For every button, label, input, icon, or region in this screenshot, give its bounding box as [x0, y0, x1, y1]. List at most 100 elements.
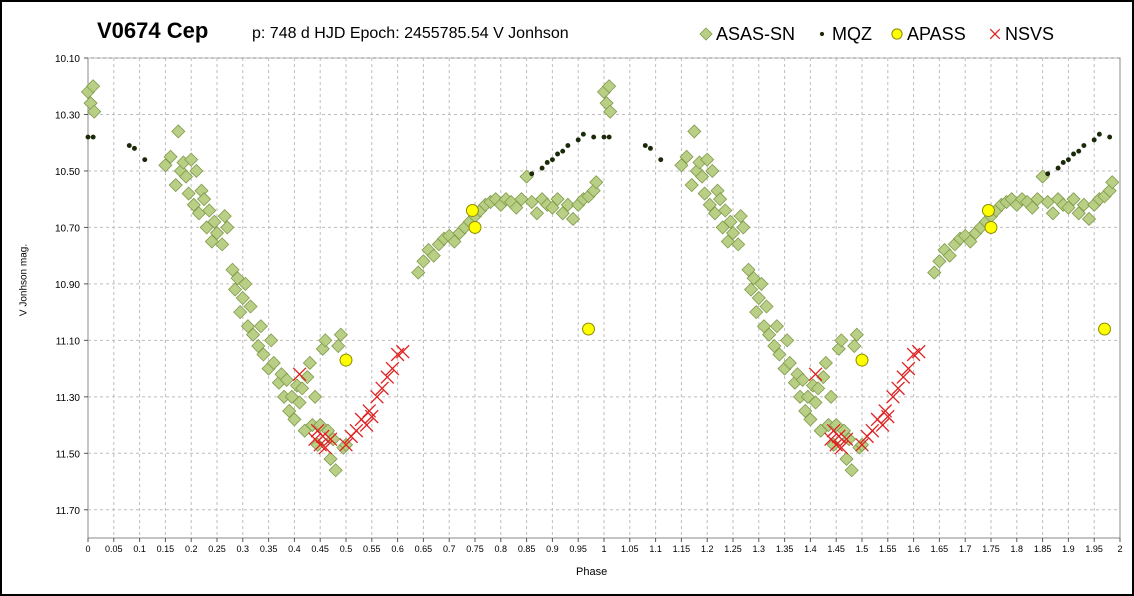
data-point-mqz — [1091, 137, 1097, 143]
data-point-asas-sn — [545, 200, 560, 215]
data-point-apass — [339, 353, 353, 367]
data-point-asas-sn — [282, 403, 297, 419]
legend-label-mqz: MQZ — [832, 24, 872, 44]
data-point-asas-sn — [163, 149, 178, 164]
data-point-asas-sn — [705, 163, 720, 179]
data-point-nsvs — [896, 370, 911, 384]
data-point-asas-sn — [240, 319, 256, 334]
data-point-asas-sn — [687, 124, 702, 139]
data-point-asas-sn — [823, 389, 839, 404]
y-tick-label: 11.30 — [56, 393, 81, 404]
x-tick-label: 0.85 — [518, 544, 536, 554]
data-point-asas-sn — [1076, 197, 1091, 212]
data-point-mqz — [1060, 160, 1066, 165]
data-point-asas-sn — [759, 299, 774, 314]
x-tick-label: 0.9 — [546, 544, 559, 554]
y-tick-label: 10.90 — [55, 280, 80, 291]
data-point-asas-sn — [215, 237, 230, 252]
data-point-mqz — [85, 134, 91, 140]
data-point-asas-sn — [811, 381, 826, 396]
data-point-asas-sn — [158, 158, 173, 173]
chart-subtitle: p: 748 d HJD Epoch: 2455785.54 V Jonhson — [252, 25, 569, 42]
x-tick-label: 0.45 — [311, 544, 329, 554]
x-tick-label: 1.4 — [804, 544, 817, 554]
data-point-nsvs — [891, 381, 905, 396]
data-point-asas-sn — [235, 290, 250, 306]
data-point-asas-sn — [197, 192, 212, 207]
x-tick-label: 1.55 — [879, 544, 897, 554]
x-tick-label: 2 — [1117, 544, 1122, 554]
data-point-asas-sn — [87, 104, 102, 119]
data-point-asas-sn — [256, 347, 271, 362]
data-point-asas-sn — [246, 327, 261, 342]
data-point-asas-sn — [798, 403, 813, 419]
data-point-asas-sn — [233, 305, 248, 320]
data-point-apass — [468, 220, 482, 234]
data-point-mqz — [1065, 157, 1071, 163]
data-point-asas-sn — [723, 214, 738, 229]
data-point-mqz — [126, 143, 132, 148]
data-point-mqz — [1081, 143, 1087, 148]
data-point-asas-sn — [718, 203, 733, 218]
data-point-asas-sn — [731, 237, 746, 252]
data-point-mqz — [1076, 148, 1082, 154]
data-point-asas-sn — [772, 347, 787, 362]
data-point-asas-sn — [694, 169, 710, 184]
data-point-apass — [465, 204, 479, 217]
data-point-asas-sn — [295, 381, 310, 396]
x-tick-label: 1.35 — [776, 544, 794, 554]
legend-label-nsvs: NSVS — [1005, 24, 1054, 44]
data-point-apass — [582, 322, 595, 336]
data-point-asas-sn — [331, 338, 346, 354]
x-tick-label: 0.5 — [340, 544, 353, 554]
data-point-mqz — [549, 157, 555, 163]
data-point-asas-sn — [1081, 211, 1097, 227]
data-point-asas-sn — [942, 248, 957, 263]
data-point-asas-sn — [679, 149, 694, 164]
data-point-asas-sn — [411, 265, 426, 280]
chart-title: V0674 Cep — [97, 18, 209, 43]
x-tick-label: 0.3 — [237, 544, 250, 554]
data-point-asas-sn — [168, 177, 183, 193]
data-point-asas-sn — [756, 319, 772, 334]
y-tick-label: 10.70 — [55, 223, 80, 234]
data-point-asas-sn — [733, 209, 748, 224]
data-point-mqz — [131, 145, 137, 151]
data-point-asas-sn — [171, 124, 186, 139]
x-tick-label: 1.05 — [621, 544, 639, 554]
data-point-asas-sn — [603, 104, 618, 119]
data-point-asas-sn — [560, 197, 575, 212]
data-point-asas-sn — [328, 463, 343, 478]
data-point-asas-sn — [720, 234, 735, 249]
data-point-asas-sn — [447, 234, 462, 249]
data-point-asas-sn — [713, 192, 728, 207]
data-point-asas-sn — [181, 186, 196, 201]
data-point-asas-sn — [803, 412, 818, 427]
legend-label-asas-sn: ASAS-SN — [716, 24, 795, 44]
data-point-nsvs — [901, 361, 916, 376]
x-tick-label: 0.7 — [443, 544, 456, 554]
data-point-asas-sn — [741, 262, 756, 277]
data-point-mqz — [565, 143, 571, 148]
data-point-asas-sn — [323, 451, 338, 467]
data-point-asas-sn — [782, 355, 797, 371]
data-point-mqz — [544, 160, 550, 165]
data-point-nsvs — [323, 432, 338, 447]
x-tick-label: 1.65 — [931, 544, 949, 554]
x-tick-label: 0.55 — [363, 544, 381, 554]
data-point-mqz — [647, 145, 653, 151]
legend-marker-mqz — [819, 31, 825, 37]
data-point-nsvs — [375, 381, 389, 396]
data-point-asas-sn — [292, 395, 307, 410]
x-tick-label: 1.45 — [827, 544, 845, 554]
data-point-mqz — [529, 171, 535, 177]
data-point-asas-sn — [184, 152, 199, 167]
data-point-nsvs — [886, 389, 900, 404]
x-tick-label: 0.1 — [133, 544, 146, 554]
x-tick-label: 1.8 — [1011, 544, 1024, 554]
y-tick-label: 10.30 — [55, 110, 80, 121]
x-tick-label: 0.4 — [288, 544, 301, 554]
data-point-mqz — [1107, 134, 1113, 140]
data-point-asas-sn — [243, 299, 258, 314]
data-point-mqz — [658, 157, 664, 163]
